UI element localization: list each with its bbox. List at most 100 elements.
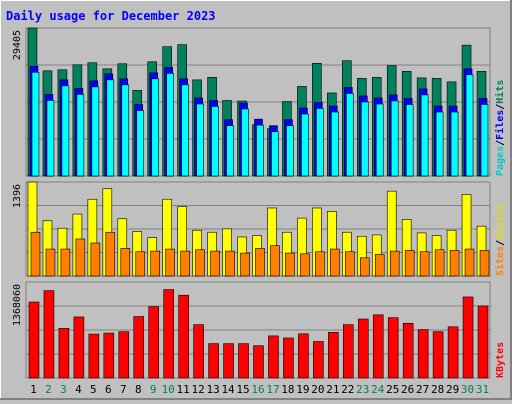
sites-bar	[165, 248, 175, 277]
kbytes-bar	[268, 335, 279, 379]
kbytes-bar	[73, 316, 85, 379]
x-tick-label: 21	[326, 383, 339, 396]
pages-bar	[316, 108, 324, 177]
hits-panel-legend-label: Pages/Files/Hits	[494, 80, 506, 176]
kbytes-bar	[223, 343, 234, 379]
x-tick-label: 25	[386, 383, 399, 396]
sites-bar	[449, 250, 460, 277]
sites-bar	[75, 238, 86, 277]
kbytes-bar	[28, 301, 40, 379]
sites-bar	[30, 231, 41, 277]
kbytes-bar	[238, 343, 249, 379]
pages-bar	[450, 111, 459, 177]
sites-bar	[285, 252, 295, 277]
x-tick-label: 5	[90, 383, 97, 396]
x-tick-label: 31	[476, 383, 489, 396]
x-tick-label: 19	[296, 383, 309, 396]
sites-bar	[90, 242, 101, 277]
kbytes-bar	[58, 328, 70, 379]
pages-bar	[226, 125, 234, 177]
kbytes-bar	[417, 329, 429, 379]
sites-bar	[389, 250, 400, 277]
kbytes-bar	[43, 290, 55, 379]
kbytes-panel-legend-label: KBytes	[495, 342, 506, 378]
hits-panel-legend-files: Files	[494, 110, 506, 140]
sites-bar	[150, 250, 161, 277]
kbytes-panel: 1368060 KBytes	[12, 281, 506, 379]
pages-bar	[211, 106, 219, 177]
x-tick-label: 26	[401, 383, 414, 396]
x-tick-label: 1	[30, 383, 37, 396]
x-tick-label: 15	[236, 383, 249, 396]
sites-bar	[45, 248, 56, 277]
kbytes-bar	[283, 337, 294, 379]
sites-bar	[315, 251, 325, 277]
visits-panel-legend-sites: Sites	[494, 246, 506, 276]
kbytes-bar	[148, 306, 160, 379]
x-tick-label: 22	[341, 383, 354, 396]
kbytes-bar	[477, 305, 489, 379]
x-tick-label: 27	[416, 383, 429, 396]
sites-bar	[120, 248, 131, 277]
x-tick-label: 8	[135, 383, 142, 396]
pages-bar	[61, 85, 70, 177]
sites-bar	[135, 251, 146, 277]
x-tick-label: 16	[251, 383, 264, 396]
pages-bar	[331, 111, 339, 177]
hits-panel-legend-hits: Hits	[494, 80, 506, 104]
x-tick-label: 18	[281, 383, 294, 396]
kbytes-bar	[103, 332, 115, 379]
x-tick-label: 7	[120, 383, 127, 396]
kbytes-bar	[447, 326, 459, 379]
hits-panel-ymax-label: 29405	[12, 30, 23, 60]
pages-bar	[346, 93, 354, 177]
sites-bar	[345, 251, 355, 277]
x-tick-label: 17	[266, 383, 279, 396]
x-tick-label: 3	[60, 383, 67, 396]
x-tick-label: 12	[192, 383, 205, 396]
kbytes-panel-ymax-label: 1368060	[12, 284, 23, 326]
kbytes-bar	[298, 333, 309, 379]
pages-bar	[420, 94, 429, 177]
visits-panel-legend-separator: /	[495, 240, 506, 246]
x-tick-label: 6	[105, 383, 112, 396]
sites-bar	[419, 251, 430, 277]
pages-bar	[375, 103, 384, 177]
pages-bar	[301, 113, 309, 177]
pages-bar	[181, 84, 189, 177]
pages-bar	[31, 71, 40, 177]
sites-bar	[255, 248, 265, 277]
kbytes-bar	[462, 296, 474, 379]
sites-bar	[404, 250, 415, 277]
pages-bar	[136, 110, 145, 177]
sites-bar	[60, 248, 71, 277]
pages-bar	[256, 124, 264, 177]
kbytes-bar	[343, 324, 354, 379]
x-tick-label: 13	[206, 383, 219, 396]
pages-bar	[241, 108, 249, 177]
kbytes-bar	[88, 333, 100, 379]
kbytes-bar	[163, 289, 174, 379]
pages-bar	[76, 94, 85, 177]
sites-bar	[330, 248, 340, 277]
kbytes-bar	[372, 314, 384, 379]
pages-bar	[196, 103, 204, 177]
pages-bar	[390, 100, 399, 177]
hits-panel-legend-pages: Pages	[495, 146, 506, 176]
kbytes-bar	[402, 322, 414, 379]
x-tick-label: 14	[221, 383, 235, 396]
x-tick-label: 4	[75, 383, 82, 396]
kbytes-bar	[432, 331, 444, 379]
x-tick-label: 28	[431, 383, 444, 396]
visits-panel-legend-visits: Visits	[494, 204, 506, 240]
pages-bar	[106, 79, 115, 177]
pages-bar	[465, 74, 474, 177]
pages-bar	[121, 84, 130, 177]
pages-bar	[151, 78, 160, 177]
pages-bar	[271, 131, 279, 177]
sites-bar	[180, 250, 190, 277]
pages-bar	[480, 104, 489, 177]
kbytes-bar	[178, 294, 189, 379]
sites-bar	[270, 245, 280, 277]
